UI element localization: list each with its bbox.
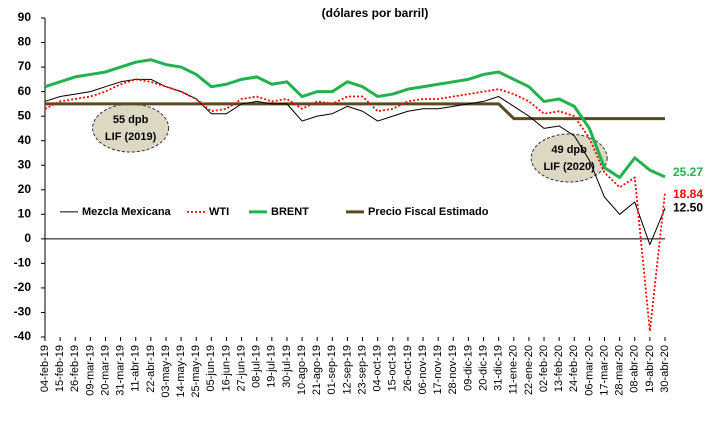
x-tick-label: 08-abr-20	[629, 345, 641, 393]
x-tick-label: 17-mar-20	[598, 345, 610, 396]
x-tick-label: 02-feb-20	[538, 345, 550, 392]
y-tick-label: -40	[14, 329, 32, 343]
x-tick-label: 11-ene-20	[508, 345, 520, 394]
x-tick-label: 23-sep-19	[356, 345, 368, 395]
y-tick-label: 0	[24, 231, 31, 245]
y-tick-label: -30	[14, 305, 32, 319]
x-tick-label: 30-abr-20	[659, 345, 671, 393]
x-tick-label: 01-sep-19	[326, 345, 338, 395]
x-tick-label: 26-feb-19	[69, 345, 81, 392]
x-tick-label: 15-feb-19	[54, 345, 66, 392]
annotation-text: LIF (2019)	[105, 131, 157, 143]
annotation-text: 49 dpb	[551, 144, 587, 156]
y-tick-label: 50	[18, 108, 32, 122]
y-tick-label: 80	[18, 35, 32, 49]
annotation-bubble	[92, 103, 170, 153]
x-tick-label: 20-dic-19	[477, 345, 489, 391]
x-tick-label: 30-jul-19	[281, 345, 293, 388]
x-tick-label: 25-may-19	[190, 345, 202, 398]
x-tick-label: 21-ago-19	[311, 345, 323, 395]
x-tick-label: 28-mar-20	[614, 345, 626, 396]
x-tick-label: 12-sep-19	[341, 345, 353, 395]
x-tick-label: 27-jun-19	[235, 345, 247, 391]
y-tick-label: 20	[18, 182, 32, 196]
x-tick-label: 10-ago-19	[296, 345, 308, 395]
legend-label: BRENT	[271, 206, 309, 218]
y-tick-label: 60	[18, 84, 32, 98]
x-tick-label: 05-jun-19	[205, 345, 217, 391]
value-label: 12.50	[673, 200, 703, 214]
series-line	[44, 78, 666, 333]
x-tick-label: 19-abr-20	[644, 345, 656, 393]
x-tick-label: 31-mar-19	[115, 345, 127, 396]
y-tick-label: -10	[14, 256, 32, 270]
x-tick-label: 26-oct-19	[402, 345, 414, 391]
annotation-bubble	[530, 133, 608, 183]
series-line	[45, 102, 665, 121]
x-tick-label: 15-oct-19	[387, 345, 399, 391]
annotation-text: LIF (2020)	[543, 161, 595, 173]
legend-label: Precio Fiscal Estimado	[368, 206, 489, 218]
x-tick-label: 13-feb-20	[553, 345, 565, 392]
x-tick-label: 08-jul-19	[251, 345, 263, 388]
series-line	[44, 78, 666, 246]
annotation-text: 55 dpb	[113, 114, 149, 126]
x-tick-label: 09-dic-19	[462, 345, 474, 391]
x-tick-label: 22-abr-19	[145, 345, 157, 393]
series-line	[44, 58, 666, 179]
value-label: 25.27	[673, 165, 703, 179]
x-tick-label: 31-dic-19	[493, 345, 505, 391]
x-tick-label: 22-ene-20	[523, 345, 535, 395]
y-tick-label: -20	[14, 280, 32, 294]
x-tick-label: 11-abr-19	[130, 345, 142, 392]
legend-label: Mezcla Mexicana	[82, 206, 172, 218]
value-label: 18.84	[673, 187, 703, 201]
x-tick-label: 20-mar-19	[99, 345, 111, 396]
x-tick-label: 09-mar-19	[84, 345, 96, 396]
x-tick-label: 06-nov-19	[417, 345, 429, 395]
y-tick-label: 70	[18, 59, 32, 73]
x-tick-label: 14-may-19	[175, 345, 187, 398]
x-tick-label: 16-jun-19	[220, 345, 232, 391]
x-tick-label: 04-oct-19	[372, 345, 384, 391]
y-tick-label: 40	[18, 133, 32, 147]
x-tick-label: 17-nov-19	[432, 345, 444, 395]
x-tick-label: 03-may-19	[160, 345, 172, 398]
y-tick-label: 10	[18, 206, 32, 220]
y-tick-label: 90	[18, 10, 32, 24]
legend-label: WTI	[209, 206, 229, 218]
y-tick-label: 30	[18, 157, 32, 171]
x-tick-label: 04-feb-19	[39, 345, 51, 392]
x-tick-label: 24-feb-20	[568, 345, 580, 392]
x-tick-label: 06-mar-20	[583, 345, 595, 396]
x-tick-label: 19-jul-19	[266, 345, 278, 388]
chart-subtitle: (dólares por barril)	[322, 6, 429, 20]
x-tick-label: 28-nov-19	[447, 345, 459, 395]
